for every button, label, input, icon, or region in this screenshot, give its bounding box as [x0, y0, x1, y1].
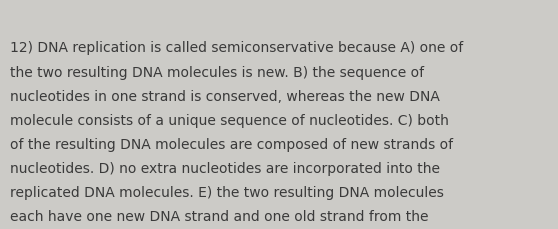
Text: each have one new DNA strand and one old strand from the: each have one new DNA strand and one old…: [10, 210, 429, 224]
Text: replicated DNA molecules. E) the two resulting DNA molecules: replicated DNA molecules. E) the two res…: [10, 185, 444, 199]
Text: nucleotides. D) no extra nucleotides are incorporated into the: nucleotides. D) no extra nucleotides are…: [10, 161, 440, 175]
Text: 12) DNA replication is called semiconservative because A) one of: 12) DNA replication is called semiconser…: [10, 41, 463, 55]
Text: of the resulting DNA molecules are composed of new strands of: of the resulting DNA molecules are compo…: [10, 137, 453, 151]
Text: molecule consists of a unique sequence of nucleotides. C) both: molecule consists of a unique sequence o…: [10, 113, 449, 127]
Text: nucleotides in one strand is conserved, whereas the new DNA: nucleotides in one strand is conserved, …: [10, 89, 440, 103]
Text: the two resulting DNA molecules is new. B) the sequence of: the two resulting DNA molecules is new. …: [10, 65, 424, 79]
